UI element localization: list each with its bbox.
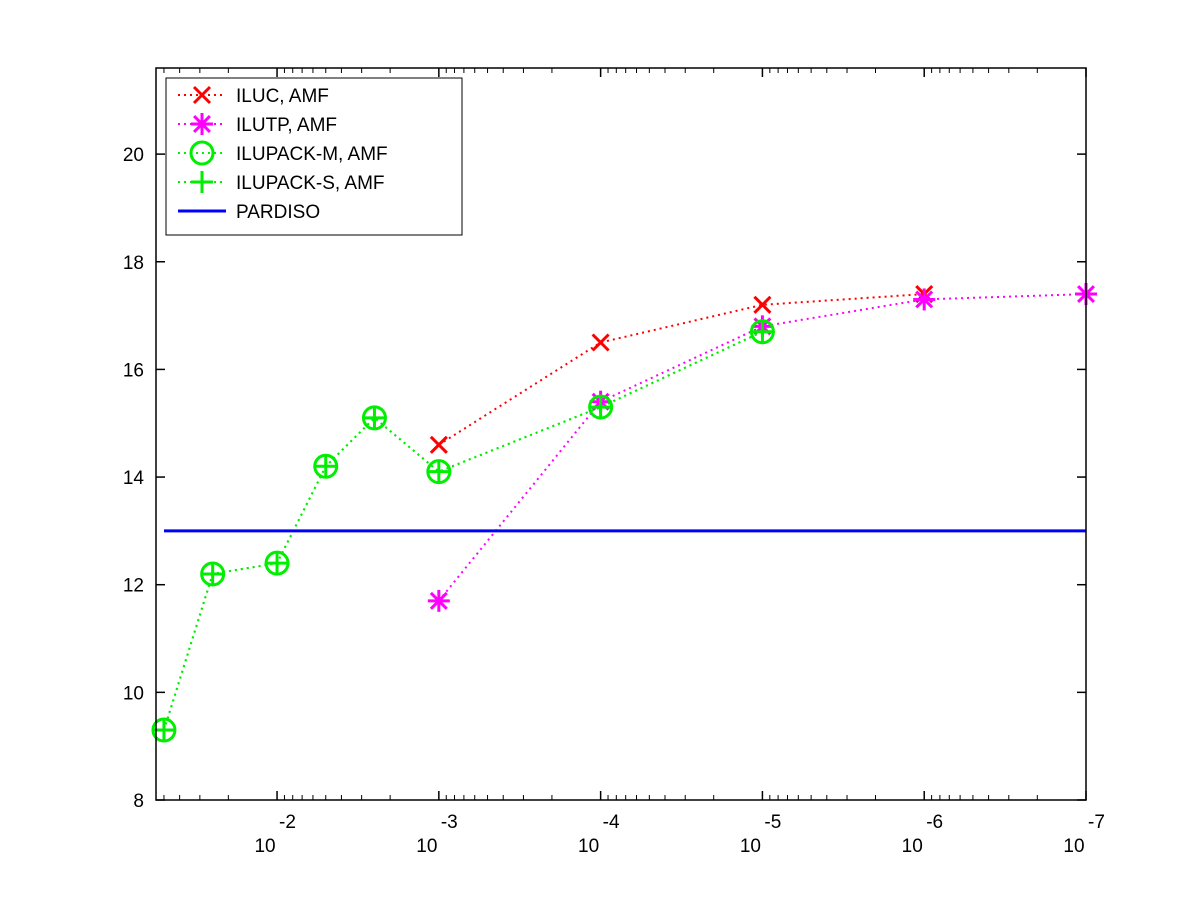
legend-entry: ILUTP, AMF [178, 113, 337, 136]
series-layer [151, 283, 1097, 743]
legend-entry: ILUPACK-S, AMF [178, 171, 385, 194]
plot-frame [155, 67, 1087, 801]
x-tick-label-exponent: -5 [764, 812, 781, 833]
data-point [427, 589, 450, 612]
legend-marker [191, 171, 213, 193]
y-tick-label: 14 [123, 468, 145, 489]
legend-entry: ILUC, AMF [178, 85, 329, 107]
data-point [201, 562, 224, 585]
x-tick-label-exponent: -3 [441, 812, 458, 833]
series-3 [152, 320, 774, 742]
legend-label: ILUPACK-M, AMF [236, 144, 388, 165]
y-tick-label: 20 [123, 145, 144, 166]
data-point [363, 406, 386, 429]
legend: ILUC, AMF ILUTP, AMF ILUPACK-M, AMF ILUPACK… [165, 77, 463, 236]
data-point [591, 333, 610, 352]
y-tick-label: 12 [123, 576, 144, 597]
legend-label: ILUC, AMF [236, 86, 329, 107]
legend-label: PARDISO [236, 202, 320, 223]
x-tick-label-exponent: -2 [279, 812, 296, 833]
x-tick-label-base: 10 [740, 836, 761, 857]
x-tick-label-base: 10 [902, 836, 923, 857]
legend-marker [192, 85, 212, 105]
data-point [913, 288, 936, 311]
series-line [438, 293, 925, 446]
x-tick-label-base: 10 [578, 836, 599, 857]
data-point [589, 396, 612, 419]
y-tick-label: 8 [133, 791, 144, 812]
legend-marker [189, 140, 215, 166]
legend-marker [191, 113, 213, 135]
x-tick-label-base: 10 [416, 836, 437, 857]
legend-label: ILUTP, AMF [236, 115, 337, 136]
x-tick-label-base: 10 [254, 836, 275, 857]
data-point [753, 295, 772, 314]
legend-box [165, 77, 463, 236]
y-tick-label: 16 [123, 360, 144, 381]
series-line [163, 330, 763, 731]
legend-entry: PARDISO [178, 202, 320, 223]
legend-label: ILUPACK-S, AMF [236, 173, 385, 194]
x-tick-label-exponent: -7 [1088, 812, 1105, 833]
x-tick-label-exponent: -6 [926, 812, 943, 833]
data-point [314, 455, 337, 478]
y-tick-label: 18 [123, 253, 144, 274]
data-point [429, 435, 448, 454]
y-tick-label: 10 [123, 683, 144, 704]
data-point [427, 460, 450, 483]
x-tick-label-exponent: -4 [603, 812, 620, 833]
legend-entry: ILUPACK-M, AMF [178, 140, 388, 166]
data-point [751, 320, 774, 343]
x-tick-label-base: 10 [1063, 836, 1084, 857]
data-point [266, 552, 289, 575]
